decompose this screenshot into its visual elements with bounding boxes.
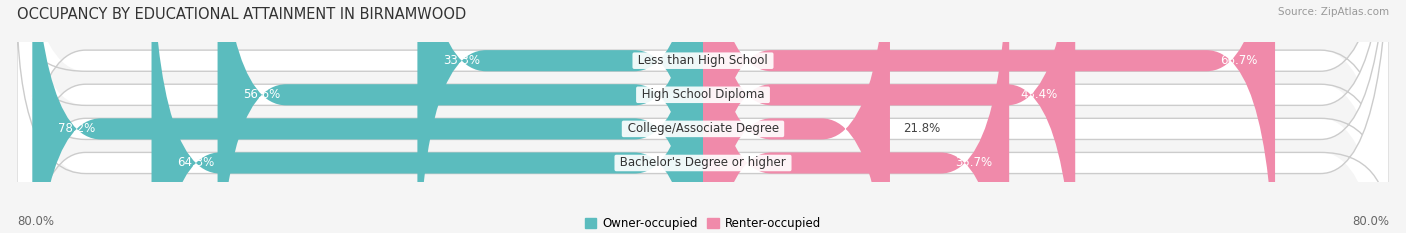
- FancyBboxPatch shape: [703, 0, 1010, 233]
- Text: 35.7%: 35.7%: [955, 157, 993, 169]
- FancyBboxPatch shape: [17, 0, 1389, 233]
- FancyBboxPatch shape: [703, 0, 1275, 233]
- FancyBboxPatch shape: [703, 0, 890, 233]
- Text: OCCUPANCY BY EDUCATIONAL ATTAINMENT IN BIRNAMWOOD: OCCUPANCY BY EDUCATIONAL ATTAINMENT IN B…: [17, 7, 467, 22]
- Text: 80.0%: 80.0%: [17, 215, 53, 228]
- Text: 80.0%: 80.0%: [1353, 215, 1389, 228]
- Text: 78.2%: 78.2%: [58, 122, 96, 135]
- Text: 66.7%: 66.7%: [1220, 54, 1258, 67]
- FancyBboxPatch shape: [218, 0, 703, 233]
- FancyBboxPatch shape: [152, 0, 703, 233]
- Text: 56.6%: 56.6%: [243, 88, 281, 101]
- FancyBboxPatch shape: [418, 0, 703, 233]
- FancyBboxPatch shape: [32, 0, 703, 233]
- Text: Source: ZipAtlas.com: Source: ZipAtlas.com: [1278, 7, 1389, 17]
- Text: 21.8%: 21.8%: [903, 122, 941, 135]
- Text: High School Diploma: High School Diploma: [638, 88, 768, 101]
- Text: Less than High School: Less than High School: [634, 54, 772, 67]
- Text: College/Associate Degree: College/Associate Degree: [624, 122, 782, 135]
- Text: 43.4%: 43.4%: [1021, 88, 1059, 101]
- Text: Bachelor's Degree or higher: Bachelor's Degree or higher: [616, 157, 790, 169]
- Text: 33.3%: 33.3%: [443, 54, 479, 67]
- FancyBboxPatch shape: [17, 0, 1389, 233]
- FancyBboxPatch shape: [17, 0, 1389, 233]
- FancyBboxPatch shape: [703, 0, 1076, 233]
- Text: 64.3%: 64.3%: [177, 157, 215, 169]
- Legend: Owner-occupied, Renter-occupied: Owner-occupied, Renter-occupied: [579, 212, 827, 233]
- FancyBboxPatch shape: [17, 0, 1389, 233]
